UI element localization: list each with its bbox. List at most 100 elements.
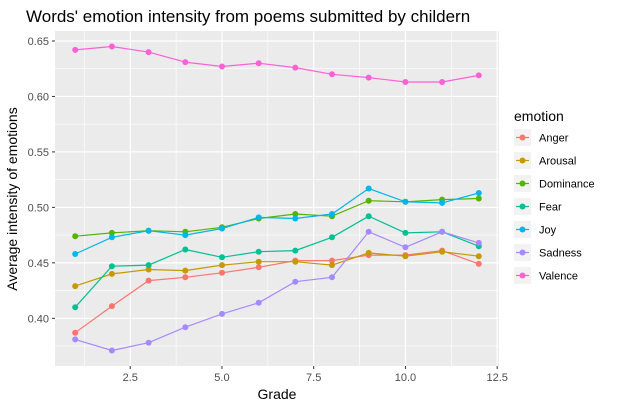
data-point-sadness (329, 274, 335, 281)
data-point-anger (145, 277, 152, 284)
data-point-dominance (292, 211, 299, 217)
series-line-arousal (75, 251, 479, 287)
data-point-arousal (402, 253, 409, 260)
legend-key-point-anger (519, 134, 526, 141)
data-point-sadness (108, 347, 115, 354)
data-point-fear (329, 234, 335, 241)
data-point-valence (255, 60, 262, 67)
series-line-anger (74, 249, 480, 334)
data-point-fear (72, 304, 79, 311)
data-point-arousal (219, 262, 225, 269)
data-point-valence (219, 63, 225, 70)
y-tick-label: 0.60 (28, 91, 49, 103)
data-point-anger (255, 264, 262, 271)
data-point-valence (439, 79, 446, 85)
data-point-anger (219, 269, 225, 276)
legend-key-point-fear (519, 203, 526, 210)
data-point-joy (182, 232, 189, 239)
data-point-fear (145, 262, 152, 269)
data-point-arousal (329, 262, 335, 269)
data-point-arousal (365, 249, 372, 256)
data-point-arousal (439, 248, 446, 255)
data-point-joy (329, 211, 335, 217)
data-point-arousal (182, 267, 189, 274)
data-point-anger (329, 257, 335, 264)
y-axis: 0.40 0.45 0.50 0.55 0.60 0.65 (28, 36, 55, 325)
data-point-dominance (108, 229, 115, 236)
data-point-sadness (439, 228, 446, 235)
data-point-joy (219, 225, 225, 232)
data-point-arousal (72, 283, 79, 290)
data-point-valence (182, 59, 189, 66)
legend-key-point-joy (519, 226, 526, 233)
plot-panel (55, 31, 499, 366)
legend-label-joy: Joy (539, 225, 557, 237)
legend-label-valence: Valence (539, 271, 578, 283)
chart-title: Words' emotion intensity from poems subm… (26, 7, 470, 26)
data-point-anger (72, 329, 79, 336)
series-line-sadness (75, 231, 479, 352)
legend-title: emotion (514, 108, 564, 124)
data-point-arousal (292, 258, 299, 265)
legend-key-point-sadness (519, 249, 526, 256)
legend: emotion Anger Arousal Dominance Fear Joy Sadn… (514, 108, 595, 284)
y-tick-label: 0.45 (28, 258, 49, 270)
data-point-fear (402, 229, 409, 236)
data-point-dominance (72, 233, 79, 240)
y-tick-label: 0.40 (28, 313, 49, 325)
data-point-joy (145, 227, 152, 234)
data-point-anger (182, 274, 189, 281)
series-line-joy (74, 187, 479, 255)
legend-key-point-arousal (519, 157, 526, 164)
data-point-sadness (145, 339, 152, 346)
y-tick-label: 0.50 (28, 202, 49, 214)
data-point-arousal (108, 270, 115, 277)
legend-label-sadness: Sadness (539, 248, 582, 260)
data-point-valence (108, 43, 115, 50)
legend-label-dominance: Dominance (539, 179, 595, 191)
legend-key-point-valence (519, 272, 526, 279)
data-point-arousal (475, 253, 482, 260)
data-point-valence (145, 49, 152, 56)
data-point-sadness (219, 310, 225, 317)
data-point-joy (72, 251, 79, 257)
data-point-valence (329, 71, 335, 78)
data-point-sadness (255, 299, 262, 306)
data-point-fear (292, 247, 299, 254)
data-point-valence (72, 46, 79, 53)
x-axis: 2.5 5.0 7.5 10.0 12.5 (123, 366, 508, 384)
data-point-sadness (72, 336, 79, 343)
data-point-valence (365, 74, 372, 81)
y-tick-label: 0.55 (28, 147, 49, 159)
data-point-valence (475, 72, 482, 79)
x-tick-label: 5.0 (214, 372, 229, 384)
data-point-sadness (182, 324, 189, 331)
data-point-fear (365, 213, 372, 220)
data-point-sadness (402, 244, 409, 251)
legend-label-anger: Anger (539, 133, 569, 145)
data-point-fear (108, 263, 115, 270)
data-point-arousal (145, 266, 152, 273)
data-point-joy (255, 214, 262, 221)
x-tick-label: 2.5 (123, 372, 138, 384)
data-point-dominance (475, 195, 482, 202)
data-point-joy (475, 190, 482, 196)
x-axis-title: Grade (258, 386, 297, 402)
legend-key-point-dominance (519, 180, 526, 187)
data-point-fear (255, 248, 262, 255)
data-point-fear (182, 246, 189, 253)
data-point-joy (292, 215, 299, 222)
data-point-sadness (475, 239, 482, 246)
data-point-joy (108, 234, 115, 241)
y-tick-label: 0.65 (28, 36, 49, 48)
data-point-fear (219, 254, 225, 261)
data-point-valence (402, 79, 409, 85)
legend-label-fear: Fear (539, 202, 562, 214)
series-layer (72, 43, 482, 354)
data-point-anger (108, 303, 115, 310)
series-line-valence (75, 45, 479, 83)
data-point-dominance (365, 197, 372, 204)
data-point-sadness (292, 278, 299, 285)
series-line-fear (74, 215, 480, 308)
